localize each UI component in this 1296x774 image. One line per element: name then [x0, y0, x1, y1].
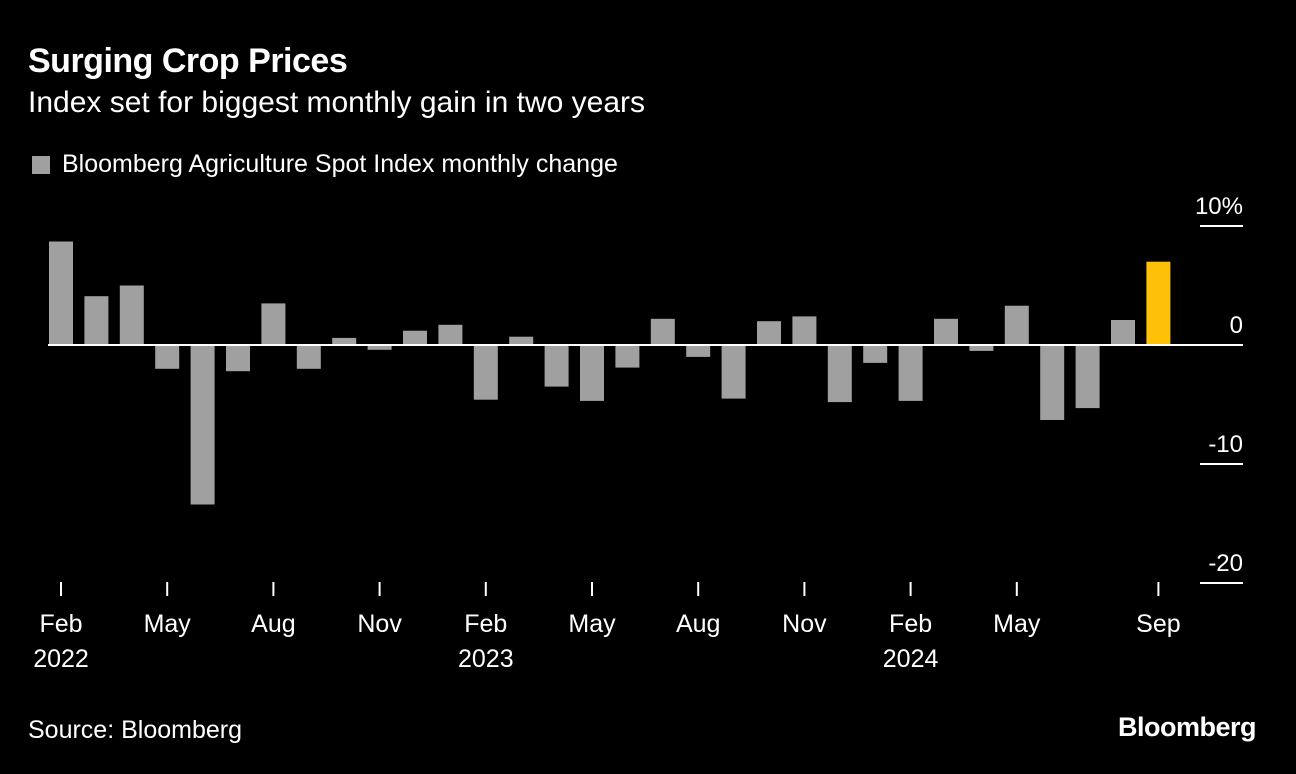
legend-label: Bloomberg Agriculture Spot Index monthly…	[62, 150, 618, 178]
x-tick-label: Aug	[676, 610, 720, 638]
bar-2023-07	[650, 318, 675, 345]
bloomberg-logo: Bloomberg	[1117, 712, 1257, 742]
y-tick-label: -10	[1208, 431, 1243, 458]
x-tick-label: Aug	[251, 610, 295, 638]
bar-2022-09	[296, 345, 321, 369]
bar-2022-06	[190, 345, 215, 505]
chart-title: Surging Crop Prices	[28, 42, 348, 80]
bar-2023-10	[757, 321, 781, 345]
bar-2024-06	[1040, 345, 1065, 420]
bar-2023-05	[580, 345, 604, 401]
x-tick-label: May	[144, 610, 192, 638]
bar-2024-02	[898, 345, 923, 401]
bar-2022-11	[367, 345, 392, 350]
x-axis: Feb 2022 May Aug Nov Feb 2023 May Aug Nov Feb 2024 M…	[33, 582, 1181, 673]
x-tick-label: Feb	[464, 610, 507, 638]
bar-2023-08	[686, 345, 711, 357]
bar-2022-03	[84, 296, 109, 345]
x-tick-year-label: 2024	[883, 645, 939, 673]
x-tick-label: Nov	[357, 610, 402, 638]
legend: Bloomberg Agriculture Spot Index monthly…	[32, 150, 618, 179]
bar-2022-08	[261, 303, 286, 345]
x-tick-label: May	[568, 610, 616, 638]
bar-2022-07	[226, 345, 250, 372]
bar-2024-04	[969, 345, 994, 351]
y-tick-label: 0	[1230, 312, 1243, 339]
bar-2024-07	[1075, 345, 1100, 409]
y-axis: 10% 0 -10 -20	[1195, 193, 1243, 584]
y-tick-label: 10%	[1195, 193, 1243, 220]
y-tick-label: -20	[1208, 550, 1243, 577]
x-tick-label: Nov	[782, 610, 827, 638]
x-tick-label: Feb	[889, 610, 932, 638]
bar-2023-02	[473, 345, 498, 400]
x-tick-label: Sep	[1136, 610, 1180, 638]
bar-2023-01	[438, 324, 463, 345]
x-tick-label: Feb	[39, 610, 82, 638]
bar-2022-12	[403, 330, 427, 345]
source-note: Source: Bloomberg	[28, 716, 243, 744]
bar-2023-12	[827, 345, 852, 403]
bar-2023-09	[721, 345, 746, 399]
bar-2024-03	[934, 318, 958, 345]
chart-subtitle: Index set for biggest monthly gain in tw…	[28, 86, 645, 119]
bar-2024-05	[1004, 305, 1029, 345]
x-tick-year-label: 2022	[33, 645, 89, 673]
legend-swatch	[32, 155, 50, 174]
bars-group	[49, 241, 1171, 505]
bar-2024-09	[1146, 261, 1171, 345]
bar-2023-03	[509, 336, 534, 345]
bar-2022-04	[119, 285, 144, 345]
bar-2022-02	[49, 241, 73, 345]
bar-2022-05	[155, 345, 180, 369]
bar-2023-11	[792, 316, 817, 345]
bar-2024-08	[1111, 320, 1135, 345]
bar-2023-06	[615, 345, 640, 368]
x-tick-label: May	[993, 610, 1041, 638]
bar-2022-10	[332, 337, 357, 345]
x-tick-year-label: 2023	[458, 645, 514, 673]
bar-2024-01	[863, 345, 888, 363]
bar-2023-04	[544, 345, 569, 387]
